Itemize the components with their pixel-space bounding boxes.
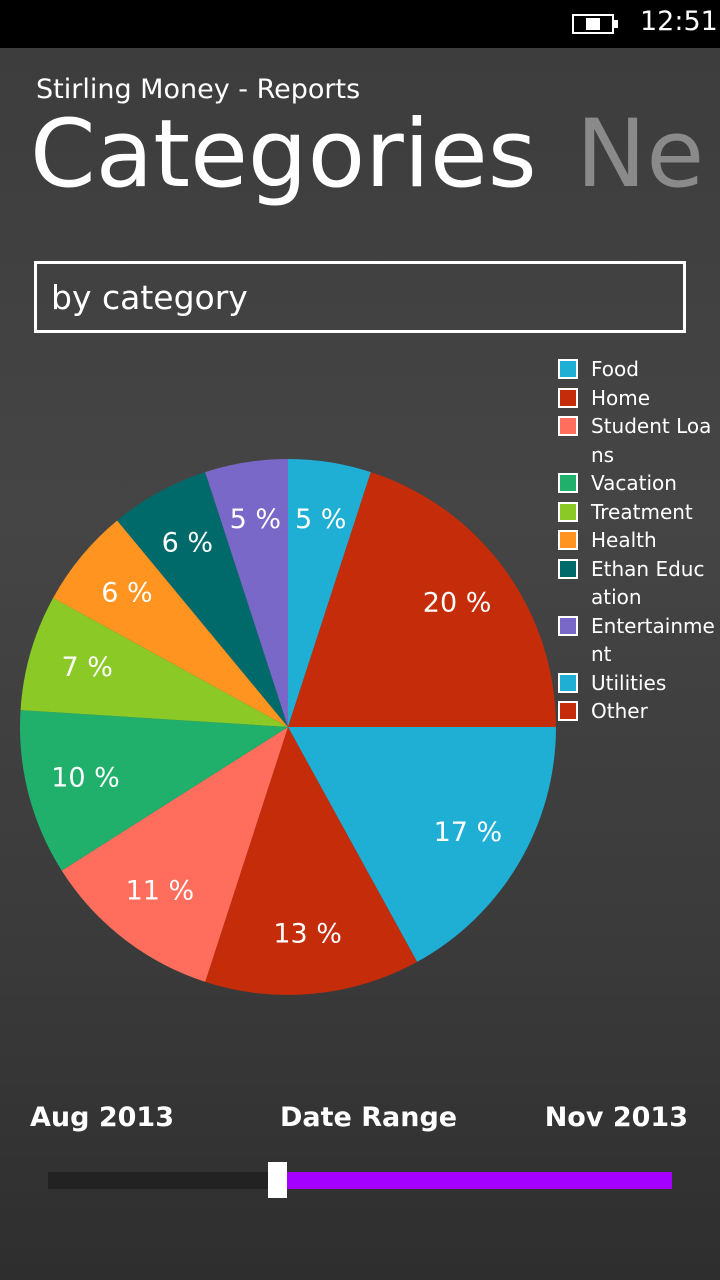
legend-label: Utilities [591,670,667,695]
slice-label: 6 % [101,577,152,608]
slice-label: 17 % [434,817,503,848]
pie-slice [205,727,418,995]
slider-range [278,1172,672,1189]
status-bar: 12:51 [0,0,720,48]
pie-slice [288,459,371,727]
pie-slice [20,710,289,871]
slice-label: 10 % [51,762,120,793]
legend-swatch [558,416,578,436]
pie-slice [20,597,288,727]
legend-label: Home [591,385,651,410]
legend-swatch [558,501,578,522]
filter-dropdown[interactable]: by category [34,261,686,333]
pie-slice [205,459,288,727]
pie-slice [53,520,288,727]
legend-entry: Vacation [558,469,718,498]
legend-entry: Food [558,355,718,384]
legend-swatch [558,530,578,550]
legend-entry: Student Loans [558,412,718,469]
legend-entry: Ethan Education [558,555,718,612]
legend-swatch [558,473,578,493]
slice-label: 5 % [295,504,346,535]
app-title: Stirling Money - Reports [36,74,361,105]
clock: 12:51 [640,6,718,37]
legend-entry: Health [558,526,718,555]
pie-chart: 5 % 20 % 17 % 13 % 11 % 10 % 7 % 6 % 6 % 5 % [20,459,556,995]
slice-label: 7 % [62,652,113,683]
legend-swatch [558,672,578,693]
legend-label: Entertainment [591,613,715,667]
range-start: Aug 2013 [30,1102,174,1133]
legend-entry: Utilities [558,669,718,698]
pie-slice [117,472,288,727]
range-title: Date Range [280,1102,458,1133]
legend: Food Home Student Loans Vacation Treatment He… [558,355,718,726]
legend-label: Ethan Education [591,556,705,610]
legend-swatch [558,558,578,579]
pivot-next[interactable]: Ne [576,100,705,209]
filter-value: by category [51,278,248,317]
legend-label: Treatment [591,499,693,524]
legend-label: Other [591,699,648,723]
legend-entry: Other [558,697,718,726]
slice-label: 5 % [230,504,281,535]
range-end: Nov 2013 [544,1102,688,1133]
slice-label: 11 % [126,876,195,907]
legend-swatch [558,701,578,721]
pie-slice [288,472,556,727]
pivot-current[interactable]: Categories [30,100,537,209]
battery-icon [572,14,618,34]
legend-entry: Home [558,384,718,413]
legend-label: Vacation [591,471,677,495]
legend-label: Student Loans [591,414,712,467]
legend-label: Health [591,528,657,552]
slider-thumb[interactable] [268,1162,287,1198]
slice-label: 6 % [162,527,213,558]
legend-swatch [558,387,578,408]
legend-swatch [558,359,578,379]
legend-swatch [558,615,578,636]
pie-slice [288,727,556,962]
pie-slice [61,727,288,982]
slider-track [48,1172,278,1189]
slice-label: 20 % [423,588,492,619]
legend-entry: Entertainment [558,612,718,669]
legend-label: Food [591,357,639,381]
legend-entry: Treatment [558,498,718,527]
slice-label: 13 % [273,919,342,950]
